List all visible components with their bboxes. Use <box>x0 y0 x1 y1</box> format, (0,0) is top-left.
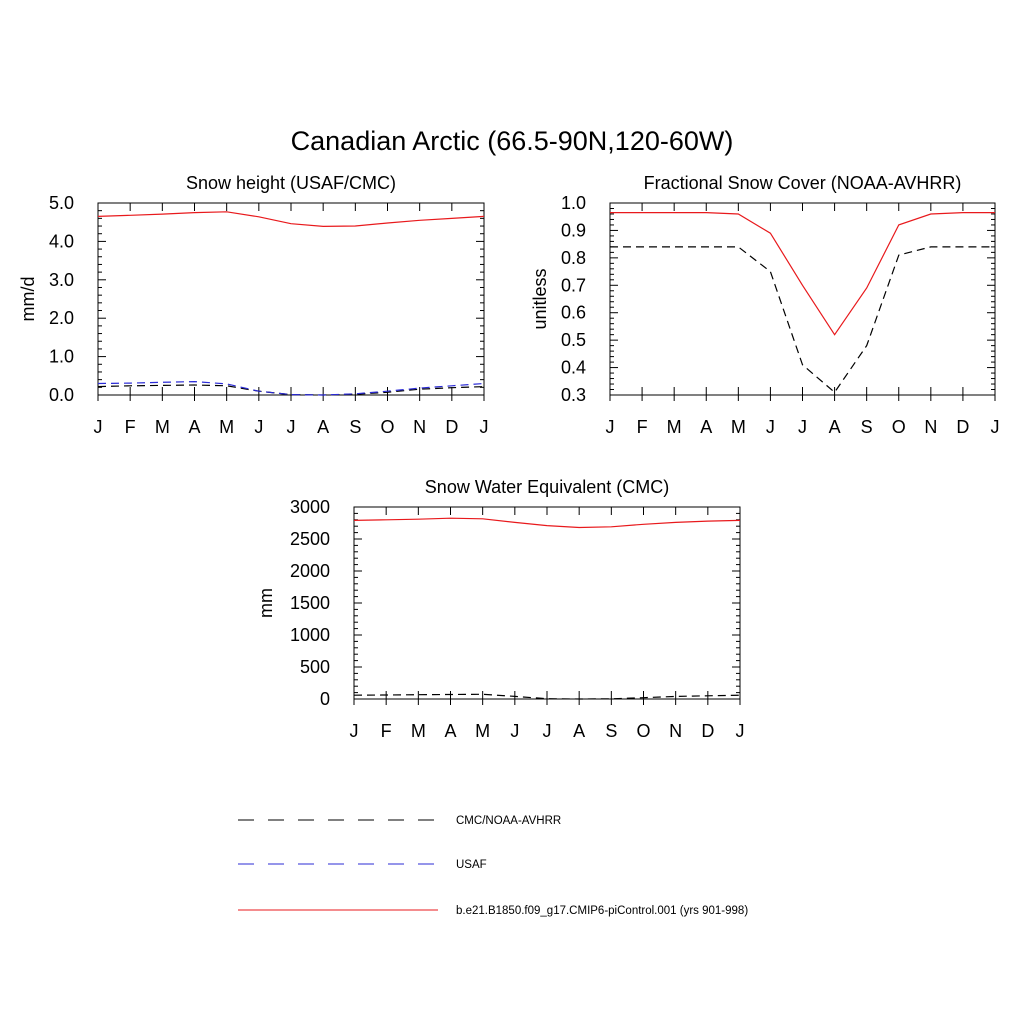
x-tick-label: J <box>543 721 552 741</box>
plot-frame <box>353 506 741 700</box>
y-tick-label: 1500 <box>290 593 330 613</box>
x-tick-label: J <box>350 721 359 741</box>
y-axis-label: mm/d <box>18 277 38 322</box>
chart-panel-2: Fractional Snow Cover (NOAA-AVHRR) unitle… <box>530 173 1000 437</box>
x-tick-label: A <box>700 417 712 437</box>
legend-label: b.e21.B1850.f09_g17.CMIP6-piControl.001 … <box>456 905 748 917</box>
y-tick-label: 1000 <box>290 625 330 645</box>
y-tick-label: 3.0 <box>49 270 74 290</box>
x-tick-label: M <box>219 417 234 437</box>
y-tick-label: 2.0 <box>49 308 74 328</box>
x-tick-label: N <box>924 417 937 437</box>
chart-panel-1: Snow height (USAF/CMC) mm/d 0.0 1.0 2.0 3.0 4.… <box>18 173 489 437</box>
legend-label: CMC/NOAA-AVHRR <box>456 815 561 827</box>
x-tick-label: A <box>444 721 456 741</box>
x-tick-label: J <box>94 417 103 437</box>
y-tick-label: 1.0 <box>561 193 586 213</box>
y-tick-label: 0.0 <box>49 385 74 405</box>
figure-title: Canadian Arctic (66.5-90N,120-60W) <box>291 126 734 156</box>
x-tick-label: J <box>510 721 519 741</box>
series-line-b-e21-b1850-f09-g17-cmip6-picontrol-001-yrs-901-998 <box>610 212 995 336</box>
x-tick-label: A <box>573 721 585 741</box>
x-tick-label: O <box>380 417 394 437</box>
x-tick-label: M <box>155 417 170 437</box>
panel-title: Snow Water Equivalent (CMC) <box>425 477 669 497</box>
y-tick-label: 1.0 <box>49 347 74 367</box>
x-tick-label: M <box>731 417 746 437</box>
plot-frame <box>97 202 485 396</box>
y-axis-label: mm <box>256 588 276 618</box>
y-tick-label: 0.9 <box>561 220 586 240</box>
x-tick-label: F <box>125 417 136 437</box>
x-tick-label: S <box>349 417 361 437</box>
x-tick-label: O <box>892 417 906 437</box>
panel-title: Fractional Snow Cover (NOAA-AVHRR) <box>644 173 962 193</box>
x-tick-label: D <box>701 721 714 741</box>
legend-label: USAF <box>456 859 487 871</box>
y-tick-label: 2500 <box>290 529 330 549</box>
series-line-b-e21-b1850-f09-g17-cmip6-picontrol-001-yrs-901-998 <box>97 211 485 228</box>
legend: CMC/NOAA-AVHRR USAF b.e21.B1850.f09_g17.CM… <box>238 815 748 917</box>
series-line-b-e21-b1850-f09-g17-cmip6-picontrol-001-yrs-901-998 <box>353 517 741 529</box>
x-tick-label: J <box>766 417 775 437</box>
y-tick-label: 0.5 <box>561 330 586 350</box>
x-tick-label: M <box>667 417 682 437</box>
x-tick-label: O <box>636 721 650 741</box>
x-tick-label: A <box>829 417 841 437</box>
chart-panels: Snow height (USAF/CMC) mm/d 0.0 1.0 2.0 3.0 4.… <box>18 173 1000 741</box>
x-tick-label: F <box>637 417 648 437</box>
y-axis-label: unitless <box>530 268 550 329</box>
x-tick-label: F <box>381 721 392 741</box>
y-tick-label: 0.7 <box>561 275 586 295</box>
y-tick-label: 3000 <box>290 497 330 517</box>
x-tick-label: J <box>254 417 263 437</box>
chart-panel-3: Snow Water Equivalent (CMC) mm 0 500 1000 150… <box>256 477 745 741</box>
x-tick-label: J <box>991 417 1000 437</box>
y-tick-label: 5.0 <box>49 193 74 213</box>
x-tick-label: D <box>445 417 458 437</box>
x-tick-label: D <box>956 417 969 437</box>
x-tick-label: J <box>736 721 745 741</box>
x-tick-label: J <box>606 417 615 437</box>
series-line-cmc-noaa-avhrr <box>610 246 995 394</box>
y-tick-label: 0.4 <box>561 358 586 378</box>
y-tick-label: 2000 <box>290 561 330 581</box>
x-tick-label: N <box>669 721 682 741</box>
x-tick-label: J <box>480 417 489 437</box>
x-tick-label: S <box>861 417 873 437</box>
panel-title: Snow height (USAF/CMC) <box>186 173 396 193</box>
x-tick-label: M <box>411 721 426 741</box>
x-tick-label: S <box>605 721 617 741</box>
x-tick-label: N <box>413 417 426 437</box>
y-tick-label: 0.3 <box>561 385 586 405</box>
y-tick-label: 0 <box>320 689 330 709</box>
x-tick-label: A <box>188 417 200 437</box>
y-tick-label: 0.6 <box>561 303 586 323</box>
y-tick-label: 0.8 <box>561 248 586 268</box>
x-tick-label: A <box>317 417 329 437</box>
y-tick-label: 500 <box>300 657 330 677</box>
x-tick-label: J <box>798 417 807 437</box>
x-tick-label: J <box>287 417 296 437</box>
x-tick-label: M <box>475 721 490 741</box>
y-tick-label: 4.0 <box>49 231 74 251</box>
plot-frame <box>609 202 996 396</box>
